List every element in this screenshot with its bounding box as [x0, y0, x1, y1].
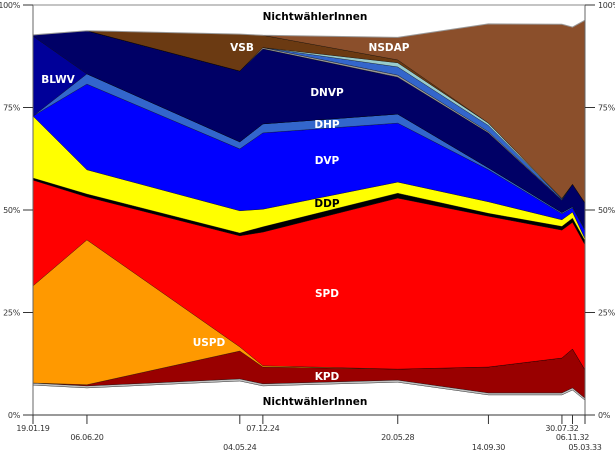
y-tick-label-left: 100% [0, 1, 21, 10]
label-nichtwählerinnen: NichtwählerInnen [263, 11, 368, 23]
y-tick-label-left: 75% [3, 104, 21, 113]
label-dvp: DVP [315, 155, 340, 167]
label-uspd: USPD [193, 337, 226, 349]
x-tick-label: 19.01.19 [16, 424, 49, 433]
y-tick-label-left: 25% [3, 309, 21, 318]
x-tick-label: 20.05.28 [381, 433, 414, 442]
y-tick-label-left: 0% [8, 411, 21, 420]
label-nsdap: NSDAP [369, 42, 410, 54]
x-tick-label: 07.12.24 [246, 424, 279, 433]
y-tick-label-right: 75% [598, 104, 615, 113]
x-tick-label: 14.09.30 [472, 443, 505, 452]
label-ddp: DDP [314, 198, 339, 210]
x-tick-label: 30.07.32 [545, 424, 578, 433]
y-tick-label-right: 0% [598, 411, 611, 420]
label-dhp: DHP [314, 119, 340, 131]
y-tick-label-right: 25% [598, 309, 615, 318]
x-tick-label: 04.05.24 [223, 443, 256, 452]
x-tick-label: 06.11.32 [556, 433, 589, 442]
label-nichtwählerinnen: NichtwählerInnen [263, 396, 368, 408]
y-tick-label-right: 100% [598, 1, 615, 10]
label-spd: SPD [315, 288, 339, 300]
label-kpd: KPD [315, 371, 340, 383]
y-tick-label-left: 50% [3, 206, 21, 215]
y-tick-label-right: 50% [598, 206, 615, 215]
x-tick-label: 05.03.33 [568, 443, 601, 452]
label-blwv: BLWV [41, 74, 75, 86]
label-vsb: VSB [230, 42, 254, 54]
area-layers [32, 4, 586, 416]
label-dnvp: DNVP [310, 87, 344, 99]
x-tick-label: 06.06.20 [70, 433, 103, 442]
series-labels: NichtwählerInnen KPD USPD SPD DDP DVP DHP BLWV D… [41, 11, 410, 408]
